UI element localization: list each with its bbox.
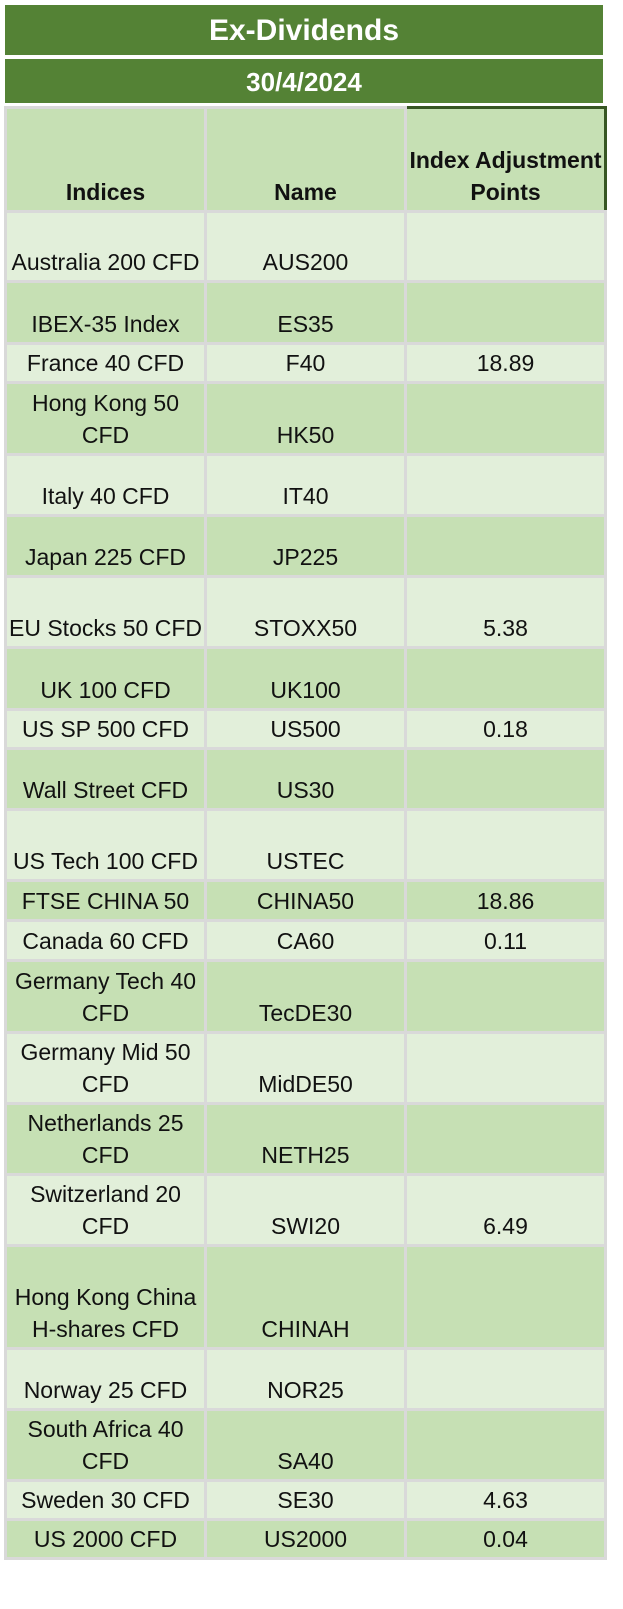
cell-name[interactable]: UK100 <box>204 646 407 711</box>
table-row: US 2000 CFD US2000 0.04 <box>4 1518 607 1560</box>
cell-index[interactable]: US SP 500 CFD <box>4 708 207 750</box>
cell-index[interactable]: EU Stocks 50 CFD <box>4 575 207 649</box>
cell-adjustment-points[interactable] <box>404 646 607 711</box>
cell-index[interactable]: US Tech 100 CFD <box>4 808 207 882</box>
cell-adjustment-points[interactable]: 18.89 <box>404 342 607 384</box>
table-row: Italy 40 CFD IT40 <box>4 453 607 517</box>
cell-adjustment-points[interactable]: 0.11 <box>404 919 607 962</box>
table-row: Japan 225 CFD JP225 <box>4 514 607 578</box>
header-row: Indices Name Index Adjustment Points <box>4 106 607 213</box>
table-row: Germany Mid 50 CFD MidDE50 <box>4 1031 607 1105</box>
cell-index[interactable]: Hong Kong 50 CFD <box>4 381 207 456</box>
table-body: Australia 200 CFD AUS200 IBEX-35 Index ES35… <box>4 210 607 1560</box>
cell-index[interactable]: Canada 60 CFD <box>4 919 207 962</box>
cell-index[interactable]: Italy 40 CFD <box>4 453 207 517</box>
table-header: Indices Name Index Adjustment Points <box>4 106 607 213</box>
cell-adjustment-points[interactable] <box>404 1408 607 1482</box>
sheet-title: Ex-Dividends <box>4 4 604 56</box>
cell-index[interactable]: Sweden 30 CFD <box>4 1479 207 1521</box>
cell-name[interactable]: ES35 <box>204 280 407 345</box>
table-row: Hong Kong 50 CFD HK50 <box>4 381 607 456</box>
table-row: US Tech 100 CFD USTEC <box>4 808 607 882</box>
cell-name[interactable]: CHINA50 <box>204 879 407 922</box>
cell-index[interactable]: Hong Kong China H-shares CFD <box>4 1244 207 1350</box>
cell-name[interactable]: CHINAH <box>204 1244 407 1350</box>
cell-index[interactable]: UK 100 CFD <box>4 646 207 711</box>
table-row: Hong Kong China H-shares CFD CHINAH <box>4 1244 607 1350</box>
cell-adjustment-points[interactable] <box>404 453 607 517</box>
cell-index[interactable]: Japan 225 CFD <box>4 514 207 578</box>
table-row: Canada 60 CFD CA60 0.11 <box>4 919 607 962</box>
cell-adjustment-points[interactable] <box>404 1244 607 1350</box>
table-row: IBEX-35 Index ES35 <box>4 280 607 345</box>
cell-name[interactable]: IT40 <box>204 453 407 517</box>
sheet-date: 30/4/2024 <box>4 58 604 104</box>
table-row: Sweden 30 CFD SE30 4.63 <box>4 1479 607 1521</box>
cell-name[interactable]: MidDE50 <box>204 1031 407 1105</box>
cell-name[interactable]: STOXX50 <box>204 575 407 649</box>
cell-name[interactable]: CA60 <box>204 919 407 962</box>
cell-adjustment-points[interactable] <box>404 959 607 1034</box>
cell-index[interactable]: Australia 200 CFD <box>4 210 207 283</box>
cell-name[interactable]: SE30 <box>204 1479 407 1521</box>
cell-adjustment-points[interactable] <box>404 1102 607 1176</box>
table-row: EU Stocks 50 CFD STOXX50 5.38 <box>4 575 607 649</box>
cell-name[interactable]: NOR25 <box>204 1347 407 1411</box>
table-row: Norway 25 CFD NOR25 <box>4 1347 607 1411</box>
cell-index[interactable]: Netherlands 25 CFD <box>4 1102 207 1176</box>
cell-index[interactable]: Germany Mid 50 CFD <box>4 1031 207 1105</box>
cell-adjustment-points[interactable]: 4.63 <box>404 1479 607 1521</box>
ex-dividends-sheet: Ex-Dividends 30/4/2024 Indices Name Inde… <box>4 4 607 1560</box>
cell-adjustment-points[interactable] <box>404 1031 607 1105</box>
cell-index[interactable]: South Africa 40 CFD <box>4 1408 207 1482</box>
cell-name[interactable]: AUS200 <box>204 210 407 283</box>
cell-index[interactable]: France 40 CFD <box>4 342 207 384</box>
cell-adjustment-points[interactable]: 18.86 <box>404 879 607 922</box>
cell-name[interactable]: US500 <box>204 708 407 750</box>
cell-adjustment-points[interactable] <box>404 747 607 811</box>
cell-adjustment-points[interactable]: 6.49 <box>404 1173 607 1247</box>
cell-adjustment-points[interactable] <box>404 381 607 456</box>
table-row: Germany Tech 40 CFD TecDE30 <box>4 959 607 1034</box>
column-header-adjustment-points[interactable]: Index Adjustment Points <box>404 106 607 213</box>
cell-index[interactable]: IBEX-35 Index <box>4 280 207 345</box>
table-row: Wall Street CFD US30 <box>4 747 607 811</box>
cell-name[interactable]: USTEC <box>204 808 407 882</box>
cell-name[interactable]: F40 <box>204 342 407 384</box>
table-row: South Africa 40 CFD SA40 <box>4 1408 607 1482</box>
cell-index[interactable]: Wall Street CFD <box>4 747 207 811</box>
cell-name[interactable]: SWI20 <box>204 1173 407 1247</box>
table-row: US SP 500 CFD US500 0.18 <box>4 708 607 750</box>
table-row: FTSE CHINA 50 CHINA50 18.86 <box>4 879 607 922</box>
cell-index[interactable]: Norway 25 CFD <box>4 1347 207 1411</box>
cell-adjustment-points[interactable] <box>404 280 607 345</box>
table-row: Netherlands 25 CFD NETH25 <box>4 1102 607 1176</box>
table-row: Australia 200 CFD AUS200 <box>4 210 607 283</box>
table-row: UK 100 CFD UK100 <box>4 646 607 711</box>
cell-adjustment-points[interactable] <box>404 808 607 882</box>
cell-name[interactable]: NETH25 <box>204 1102 407 1176</box>
cell-adjustment-points[interactable] <box>404 1347 607 1411</box>
cell-name[interactable]: US30 <box>204 747 407 811</box>
cell-adjustment-points[interactable]: 0.04 <box>404 1518 607 1560</box>
cell-index[interactable]: FTSE CHINA 50 <box>4 879 207 922</box>
table-row: France 40 CFD F40 18.89 <box>4 342 607 384</box>
cell-adjustment-points[interactable]: 5.38 <box>404 575 607 649</box>
cell-name[interactable]: JP225 <box>204 514 407 578</box>
cell-name[interactable]: US2000 <box>204 1518 407 1560</box>
dividends-table: Indices Name Index Adjustment Points Aus… <box>4 106 607 1560</box>
cell-name[interactable]: TecDE30 <box>204 959 407 1034</box>
cell-name[interactable]: SA40 <box>204 1408 407 1482</box>
column-header-name: Name <box>204 106 407 213</box>
table-row: Switzerland 20 CFD SWI20 6.49 <box>4 1173 607 1247</box>
cell-adjustment-points[interactable] <box>404 210 607 283</box>
cell-name[interactable]: HK50 <box>204 381 407 456</box>
cell-index[interactable]: Switzerland 20 CFD <box>4 1173 207 1247</box>
cell-index[interactable]: Germany Tech 40 CFD <box>4 959 207 1034</box>
cell-adjustment-points[interactable]: 0.18 <box>404 708 607 750</box>
cell-adjustment-points[interactable] <box>404 514 607 578</box>
cell-index[interactable]: US 2000 CFD <box>4 1518 207 1560</box>
column-header-indices: Indices <box>4 106 207 213</box>
